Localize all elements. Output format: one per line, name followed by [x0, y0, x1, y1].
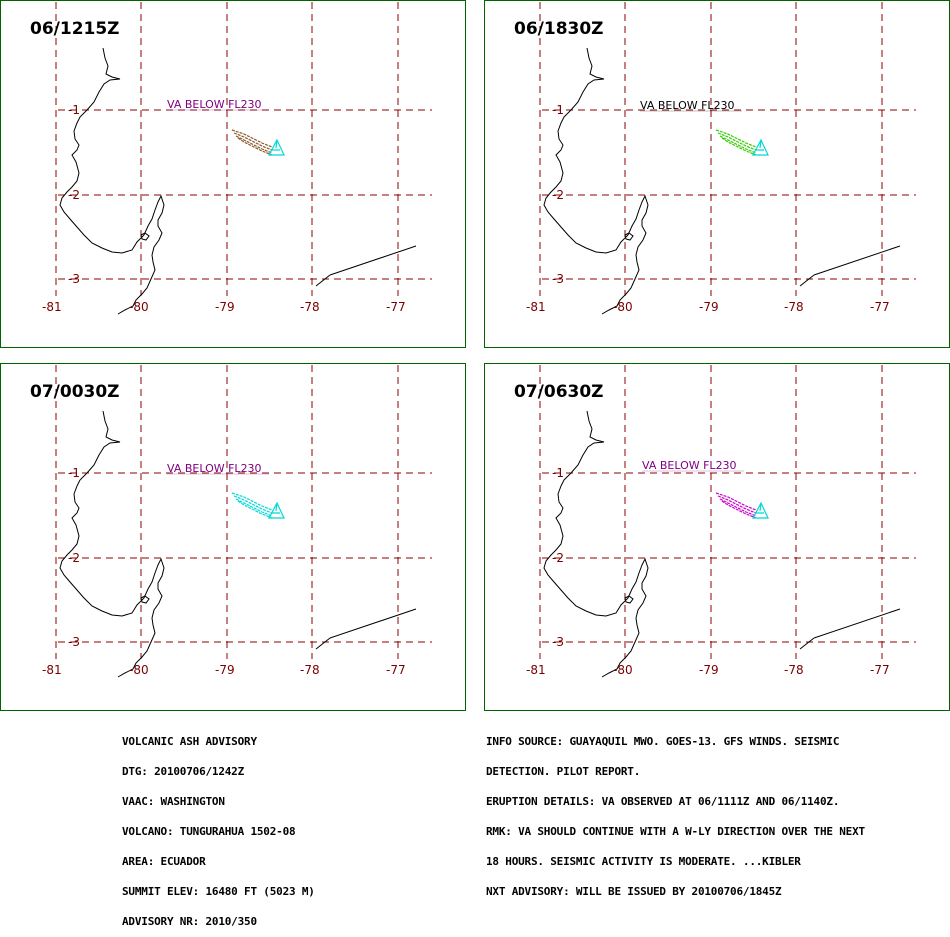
longitude-tick-label: -78 — [300, 300, 320, 314]
coastline — [543, 410, 649, 678]
latitude-tick-label: -1 — [552, 103, 564, 117]
panel-border — [484, 0, 950, 348]
island-outline — [140, 595, 150, 604]
advisory-line: INFO SOURCE: GUAYAQUIL MWO. GOES-13. GFS… — [486, 735, 840, 748]
coastline — [799, 274, 815, 287]
map-svg: -81 -80 -79 -78 -77 -1 -2 -3 07/0030Z VA BELOW FL… — [0, 363, 466, 711]
panel-border — [484, 363, 950, 711]
longitude-tick-label: -80 — [613, 300, 633, 314]
longitude-tick-label: -78 — [784, 300, 804, 314]
island-outline — [140, 232, 150, 241]
longitude-tick-label: -78 — [300, 663, 320, 677]
longitude-tick-label: -79 — [215, 663, 235, 677]
ash-level-label: VA BELOW FL230 — [642, 459, 737, 472]
advisory-line: 18 HOURS. SEISMIC ACTIVITY IS MODERATE. … — [486, 855, 801, 868]
advisory-line: VOLCANO: TUNGURAHUA 1502-08 — [122, 825, 296, 838]
longitude-tick-label: -79 — [699, 300, 719, 314]
forecast-panel: -81 -80 -79 -78 -77 -1 -2 -3 07/0030Z VA BELOW FL… — [0, 363, 466, 711]
island-outline — [624, 232, 634, 241]
panel-border — [0, 0, 466, 348]
advisory-line: DETECTION. PILOT REPORT. — [486, 765, 641, 778]
advisory-line: DTG: 20100706/1242Z — [122, 765, 245, 778]
volcano-icon — [752, 138, 769, 156]
longitude-tick-label: -81 — [42, 663, 62, 677]
latitude-tick-label: -2 — [68, 188, 80, 202]
advisory-right-text: INFO SOURCE: GUAYAQUIL MWO. GOES-13. GFS… — [486, 717, 865, 907]
map-svg: -81 -80 -79 -78 -77 -1 -2 -3 07/0630Z VA BELOW FL… — [484, 363, 950, 711]
latitude-tick-label: -3 — [552, 272, 564, 286]
ash-plume — [715, 129, 757, 156]
island-outline — [624, 595, 634, 604]
ash-level-label: VA BELOW FL230 — [640, 99, 735, 112]
forecast-panel: -81 -80 -79 -78 -77 -1 -2 -3 06/1215Z VA BELOW FL… — [0, 0, 466, 348]
forecast-panel: -81 -80 -79 -78 -77 -1 -2 -3 06/1830Z VA BELOW FL… — [484, 0, 950, 348]
map-svg: -81 -80 -79 -78 -77 -1 -2 -3 06/1830Z VA BELOW FL… — [484, 0, 950, 348]
valid-time-label: 07/0030Z — [30, 382, 120, 402]
volcano-icon — [268, 138, 285, 156]
advisory-line: VAAC: WASHINGTON — [122, 795, 225, 808]
longitude-tick-label: -81 — [42, 300, 62, 314]
advisory-line: RMK: VA SHOULD CONTINUE WITH A W-LY DIRE… — [486, 825, 865, 838]
coastline — [315, 274, 331, 287]
latitude-tick-label: -2 — [552, 551, 564, 565]
longitude-tick-label: -81 — [526, 300, 546, 314]
ash-level-label: VA BELOW FL230 — [167, 462, 262, 475]
longitude-tick-label: -80 — [129, 300, 149, 314]
coastline — [59, 410, 165, 678]
advisory-line: VOLCANIC ASH ADVISORY — [122, 735, 257, 748]
longitude-tick-label: -79 — [699, 663, 719, 677]
coastline — [813, 245, 901, 276]
latitude-tick-label: -2 — [68, 551, 80, 565]
latitude-tick-label: -2 — [552, 188, 564, 202]
advisory-line: AREA: ECUADOR — [122, 855, 206, 868]
latitude-tick-label: -3 — [68, 272, 80, 286]
longitude-tick-label: -80 — [613, 663, 633, 677]
coastline — [59, 47, 165, 315]
coastline — [543, 47, 649, 315]
panel-border — [0, 363, 466, 711]
coastline — [799, 637, 815, 650]
advisory-line: ADVISORY NR: 2010/350 — [122, 915, 257, 928]
longitude-tick-label: -80 — [129, 663, 149, 677]
ash-level-label: VA BELOW FL230 — [167, 98, 262, 111]
volcano-icon — [752, 501, 769, 519]
longitude-tick-label: -79 — [215, 300, 235, 314]
advisory-line: ERUPTION DETAILS: VA OBSERVED AT 06/1111… — [486, 795, 840, 808]
latitude-tick-label: -3 — [68, 635, 80, 649]
coastline — [329, 245, 417, 276]
valid-time-label: 07/0630Z — [514, 382, 604, 402]
longitude-tick-label: -77 — [386, 300, 406, 314]
longitude-tick-label: -77 — [870, 663, 890, 677]
longitude-tick-label: -81 — [526, 663, 546, 677]
coastline — [315, 637, 331, 650]
advisory-line: NXT ADVISORY: WILL BE ISSUED BY 20100706… — [486, 885, 782, 898]
ash-plume — [231, 492, 273, 519]
coastline — [329, 608, 417, 639]
ash-plume — [231, 129, 273, 156]
longitude-tick-label: -77 — [870, 300, 890, 314]
advisory-left-text: VOLCANIC ASH ADVISORY DTG: 20100706/1242… — [122, 717, 315, 937]
latitude-tick-label: -1 — [68, 103, 80, 117]
forecast-panel: -81 -80 -79 -78 -77 -1 -2 -3 07/0630Z VA BELOW FL… — [484, 363, 950, 711]
valid-time-label: 06/1830Z — [514, 19, 604, 39]
ash-plume — [715, 492, 757, 519]
longitude-tick-label: -78 — [784, 663, 804, 677]
longitude-tick-label: -77 — [386, 663, 406, 677]
volcano-icon — [268, 501, 285, 519]
map-svg: -81 -80 -79 -78 -77 -1 -2 -3 06/1215Z VA BELOW FL… — [0, 0, 466, 348]
valid-time-label: 06/1215Z — [30, 19, 120, 39]
advisory-line: SUMMIT ELEV: 16480 FT (5023 M) — [122, 885, 315, 898]
latitude-tick-label: -1 — [552, 466, 564, 480]
latitude-tick-label: -3 — [552, 635, 564, 649]
coastline — [813, 608, 901, 639]
latitude-tick-label: -1 — [68, 466, 80, 480]
